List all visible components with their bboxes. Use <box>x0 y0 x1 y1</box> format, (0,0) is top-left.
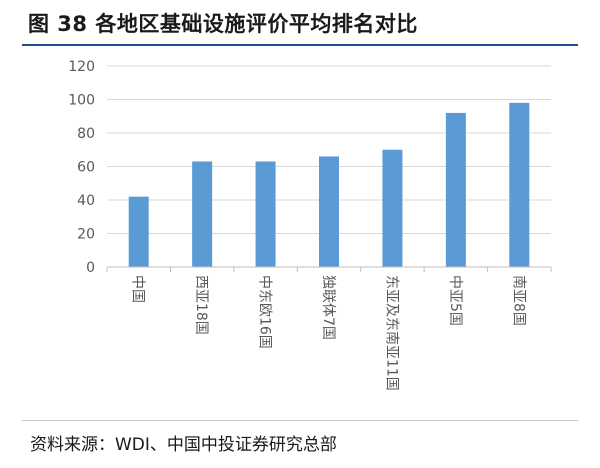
x-category-label: 中东欧16国 <box>257 275 273 349</box>
x-category-label: 中亚5国 <box>447 275 463 326</box>
title-rule <box>22 44 578 46</box>
y-tick-label: 100 <box>68 93 95 109</box>
bar <box>319 156 339 267</box>
category-labels: 中国 西亚18国 中东欧16国 独联体7国 东亚及东南亚11国 中亚5国 南亚8国 <box>130 275 527 391</box>
x-category-label: 南亚8国 <box>510 275 526 326</box>
bar <box>128 196 149 267</box>
bars <box>128 102 530 268</box>
y-tick-label: 0 <box>86 260 95 276</box>
y-axis-ticks: 0 20 40 60 80 100 120 <box>68 59 95 276</box>
y-tick-label: 80 <box>77 126 95 142</box>
y-tick-label: 20 <box>77 227 95 243</box>
source-note: 资料来源：WDI、中国中投证券研究总部 <box>30 435 337 455</box>
figure-title: 图 38 各地区基础设施评价平均排名对比 <box>28 12 418 36</box>
bar <box>192 161 213 267</box>
y-tick-label: 40 <box>77 193 95 209</box>
y-tick-label: 60 <box>77 160 95 176</box>
x-category-label: 东亚及东南亚11国 <box>383 275 399 391</box>
x-axis <box>106 266 552 272</box>
x-category-label: 中国 <box>130 275 146 303</box>
y-tick-label: 120 <box>68 59 95 75</box>
bar <box>382 149 403 267</box>
bar-chart: 0 20 40 60 80 100 120 中国 西亚18国 中东欧16国 独联体7国 东亚及东南亚… <box>68 59 552 391</box>
bar <box>255 161 276 267</box>
source-rule <box>22 420 578 421</box>
bar <box>509 102 530 267</box>
x-category-label: 西亚18国 <box>193 275 209 335</box>
x-category-label: 独联体7国 <box>320 275 336 340</box>
bar <box>445 112 466 268</box>
